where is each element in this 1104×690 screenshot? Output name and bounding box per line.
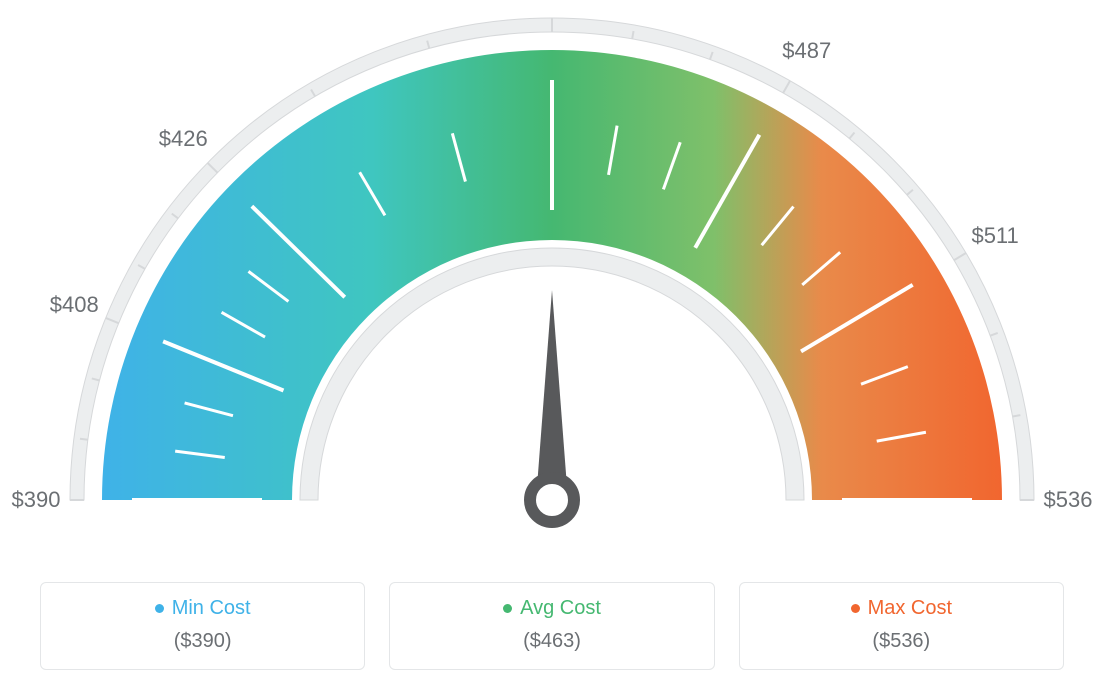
- min-dot-icon: [155, 604, 164, 613]
- gauge-svg: [0, 0, 1104, 560]
- gauge-tick-label: $487: [782, 38, 831, 64]
- max-cost-value: ($536): [750, 630, 1053, 653]
- gauge-tick-label: $426: [159, 126, 208, 152]
- legend-row: Min Cost ($390) Avg Cost ($463) Max Cost…: [40, 582, 1064, 670]
- avg-cost-title: Avg Cost: [400, 597, 703, 620]
- min-cost-title: Min Cost: [51, 597, 354, 620]
- avg-dot-icon: [503, 604, 512, 613]
- avg-cost-value: ($463): [400, 630, 703, 653]
- gauge-chart: $390$408$426$463$487$511$536: [0, 0, 1104, 560]
- min-cost-card: Min Cost ($390): [40, 582, 365, 670]
- max-cost-card: Max Cost ($536): [739, 582, 1064, 670]
- cost-gauge-widget: $390$408$426$463$487$511$536 Min Cost ($…: [0, 0, 1104, 690]
- gauge-tick-label: $511: [971, 223, 1018, 249]
- gauge-tick-label: $408: [50, 292, 99, 318]
- min-cost-title-text: Min Cost: [172, 597, 251, 619]
- gauge-tick-label: $536: [1044, 487, 1093, 513]
- max-cost-title: Max Cost: [750, 597, 1053, 620]
- avg-cost-title-text: Avg Cost: [520, 597, 601, 619]
- min-cost-value: ($390): [51, 630, 354, 653]
- gauge-tick-label: $390: [12, 487, 61, 513]
- max-cost-title-text: Max Cost: [868, 597, 952, 619]
- avg-cost-card: Avg Cost ($463): [389, 582, 714, 670]
- max-dot-icon: [851, 604, 860, 613]
